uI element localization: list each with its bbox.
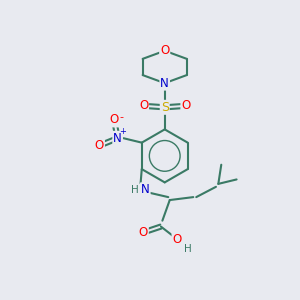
Text: S: S — [161, 101, 169, 114]
Text: O: O — [139, 99, 148, 112]
Text: H: H — [131, 185, 139, 195]
Text: N: N — [141, 183, 150, 196]
Text: O: O — [172, 233, 182, 246]
Text: O: O — [110, 113, 119, 127]
Text: O: O — [160, 44, 169, 57]
Text: N: N — [160, 77, 169, 90]
Text: -: - — [119, 112, 124, 122]
Text: +: + — [119, 127, 126, 136]
Text: O: O — [95, 139, 104, 152]
Text: N: N — [113, 132, 122, 145]
Text: O: O — [139, 226, 148, 239]
Text: O: O — [181, 99, 190, 112]
Text: H: H — [184, 244, 191, 254]
